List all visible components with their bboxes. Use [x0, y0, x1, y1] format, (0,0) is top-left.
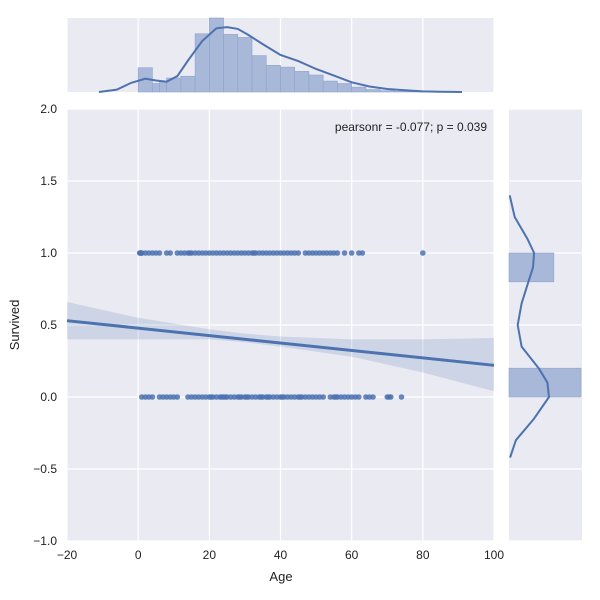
y-tick-label: −0.5 — [33, 462, 57, 476]
scatter-point — [398, 394, 405, 400]
age-hist-bar — [159, 81, 167, 93]
scatter-point — [174, 394, 181, 400]
age-hist-bar — [322, 80, 338, 93]
y-tick-label: 0.0 — [40, 390, 57, 404]
scatter-panel: −20 0 20 40 60 80 100 −1.0 −0.5 0.0 0.5 1.0 1.5 2.0 — [33, 102, 504, 562]
y-tick-label: 1.0 — [40, 246, 57, 260]
age-hist-bar — [237, 37, 253, 93]
scatter-point — [388, 394, 394, 400]
y-tick-label: 0.5 — [40, 318, 57, 332]
x-tick-label: 40 — [274, 548, 288, 562]
age-hist-bar — [365, 89, 381, 93]
age-marginal-histogram — [66, 17, 495, 93]
x-tick-label: 100 — [484, 548, 504, 562]
age-hist-bar — [251, 55, 267, 93]
y-axis-label: Survived — [7, 300, 22, 351]
age-hist-bar — [394, 91, 409, 93]
regression-line — [66, 319, 495, 367]
y-tick-label: 2.0 — [40, 102, 57, 116]
scatter-point — [359, 250, 366, 256]
age-hist-bar — [351, 86, 367, 93]
x-tick-label: 0 — [135, 548, 142, 562]
x-tick-label: −20 — [57, 548, 78, 562]
scatter-point — [156, 250, 163, 256]
x-tick-label: 80 — [416, 548, 430, 562]
x-tick-label: 60 — [345, 548, 359, 562]
survived-hist-bar — [508, 367, 582, 398]
age-hist-bar — [337, 83, 352, 93]
age-kde-curve — [98, 26, 463, 93]
age-hist-bar — [280, 66, 296, 93]
scatter-point — [167, 250, 173, 256]
age-hist-bar — [294, 71, 310, 93]
scatter-point — [355, 394, 362, 400]
scatter-point — [334, 250, 341, 256]
survived-hist-bar — [508, 252, 555, 283]
scatter-point — [370, 394, 376, 400]
survived-kde-curve — [508, 195, 550, 458]
pearson-annotation: pearsonr = -0.077; p = 0.039 — [335, 120, 487, 134]
scatter-point — [420, 250, 426, 256]
age-hist-bar — [180, 75, 196, 93]
confidence-band — [67, 302, 494, 392]
scatter-point — [295, 250, 302, 256]
scatter-point — [320, 394, 327, 400]
y-tick-label: −1.0 — [33, 534, 57, 548]
age-hist-bar — [308, 74, 324, 93]
age-hist-bar — [152, 83, 160, 93]
age-hist-bar — [379, 90, 395, 93]
age-hist-bar — [265, 65, 281, 93]
y-tick-label: 1.5 — [40, 174, 57, 188]
x-axis-label: Age — [269, 569, 292, 584]
survived-marginal-histogram — [508, 108, 582, 542]
scatter-point — [149, 394, 156, 400]
scatter-point — [341, 250, 348, 256]
age-hist-bar — [223, 34, 239, 93]
x-tick-label: 20 — [203, 548, 217, 562]
scatter-point — [348, 250, 355, 256]
